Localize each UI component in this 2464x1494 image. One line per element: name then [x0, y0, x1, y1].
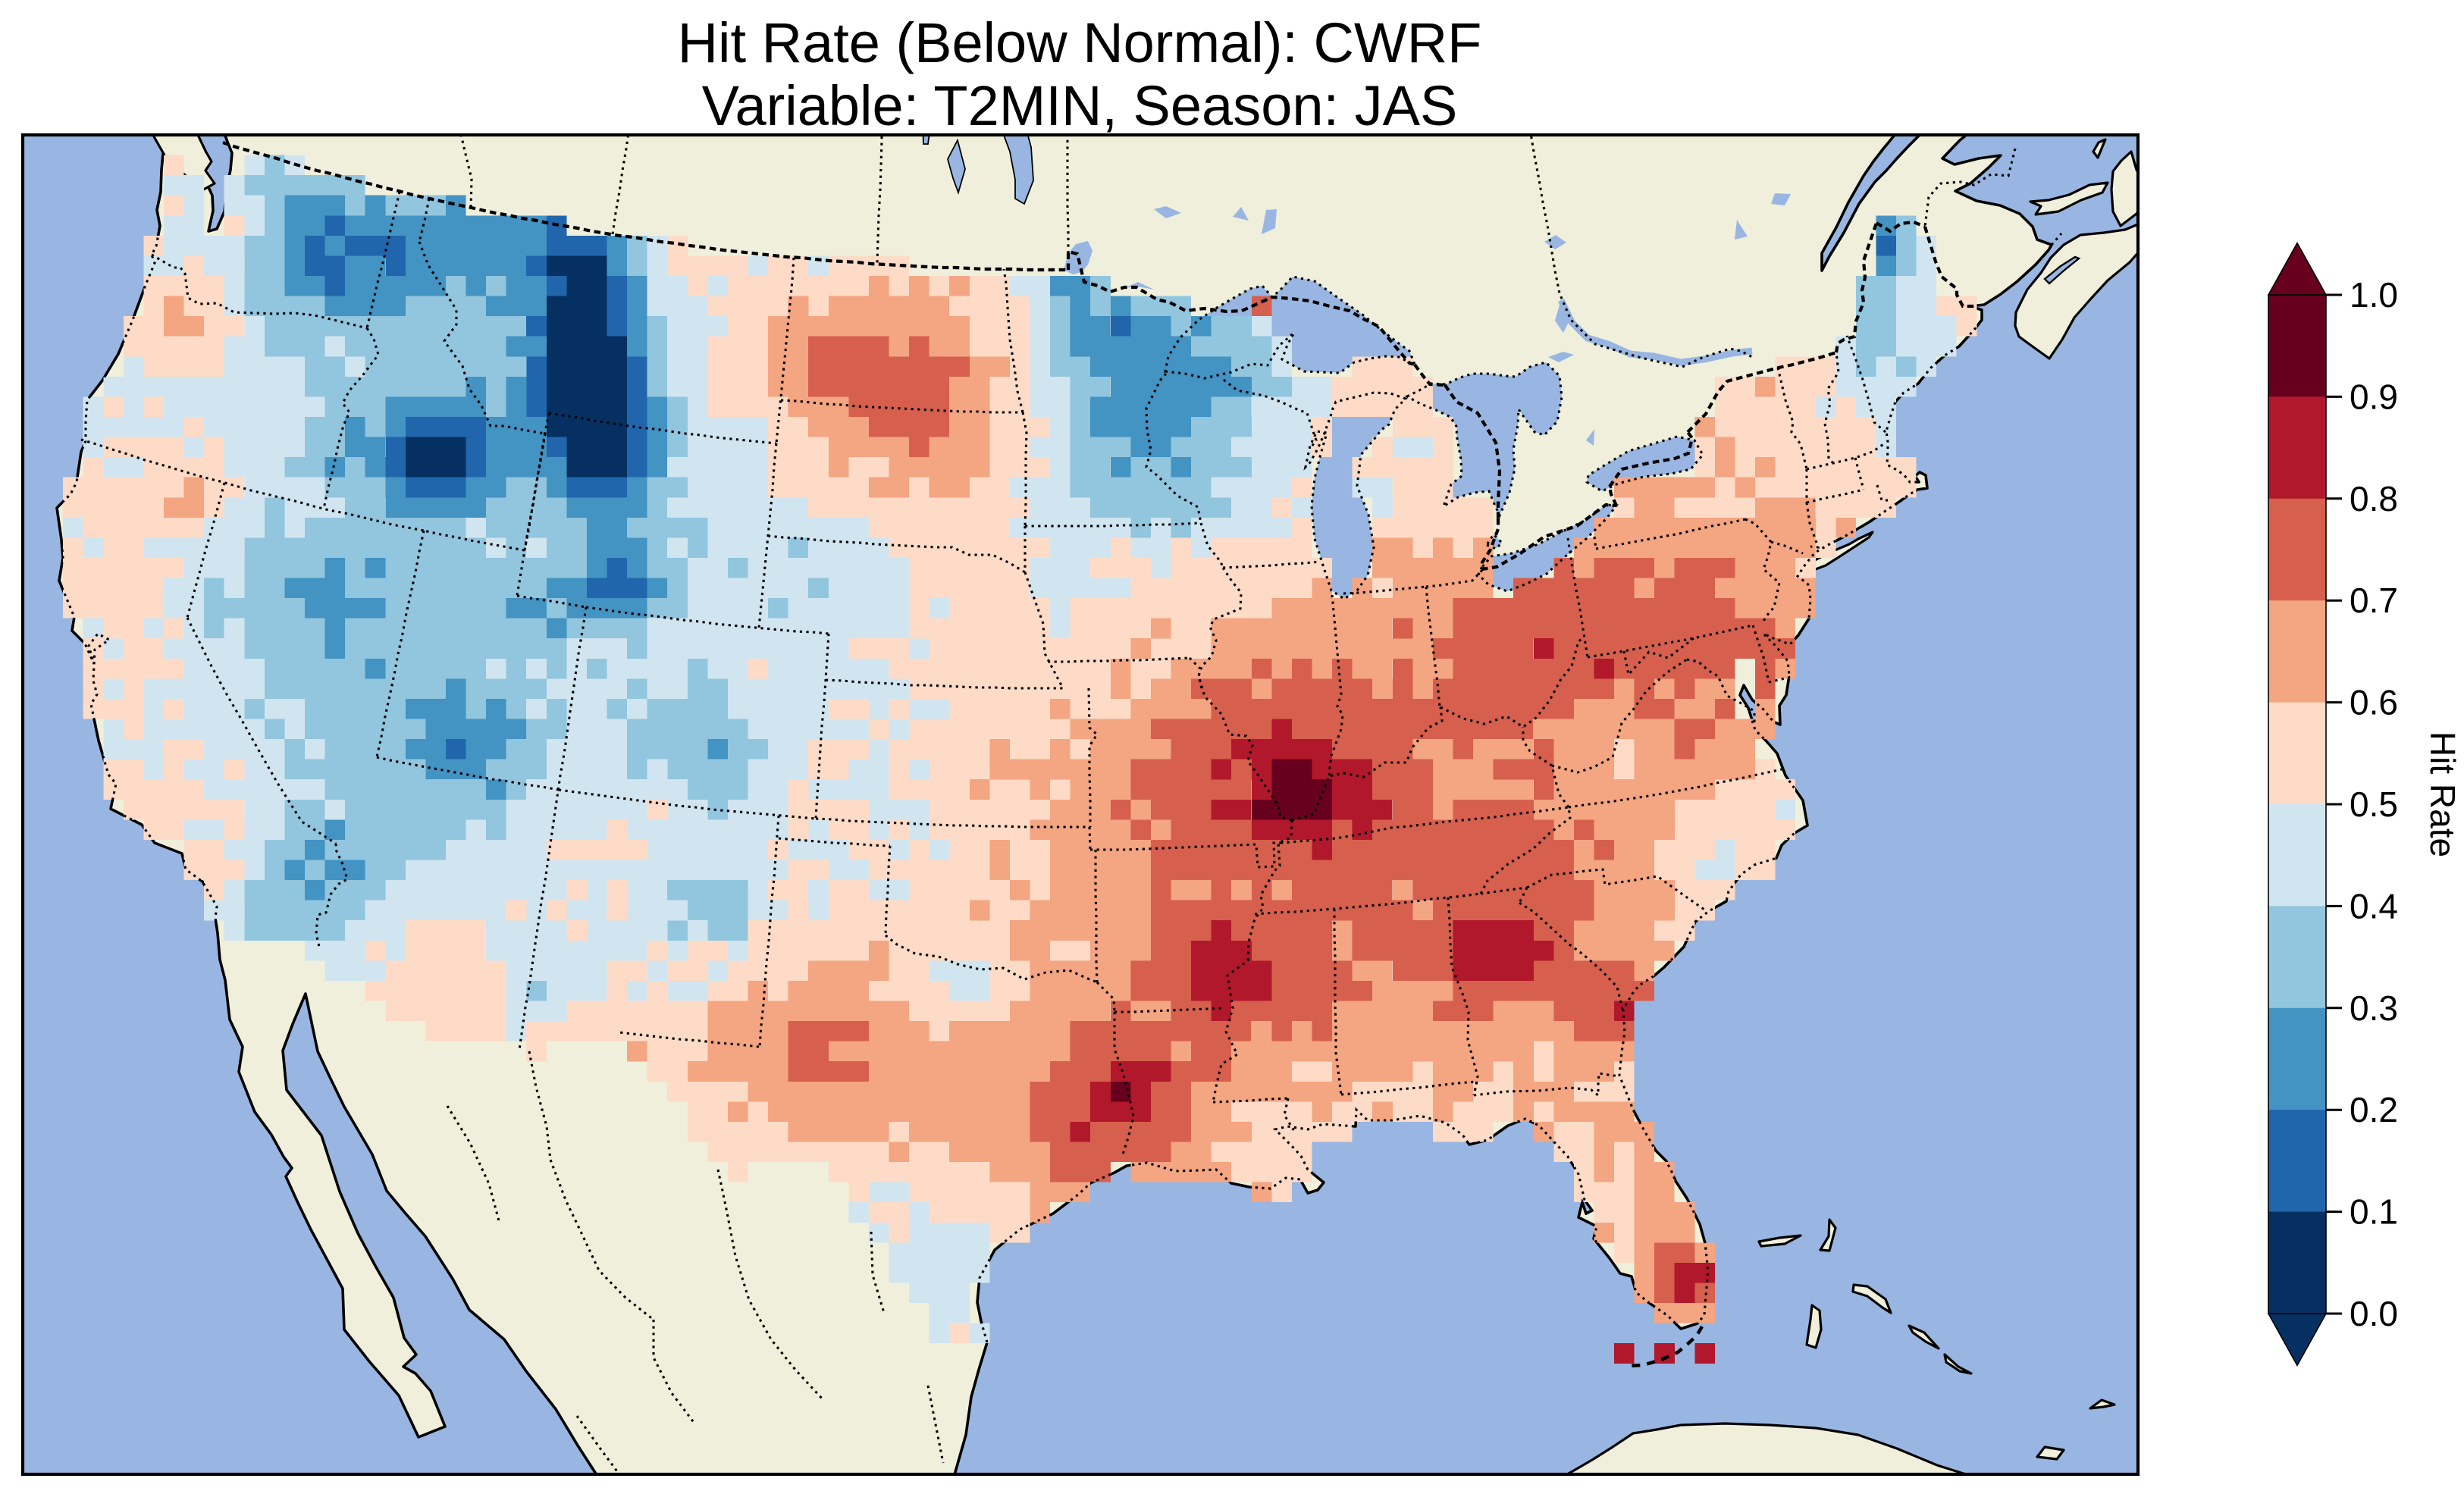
svg-text:Hit Rate (Below Normal): CWRF: Hit Rate (Below Normal): CWRF: [678, 11, 1482, 74]
svg-text:0.3: 0.3: [2350, 988, 2398, 1028]
svg-text:0.1: 0.1: [2350, 1192, 2398, 1232]
svg-text:0.0: 0.0: [2350, 1294, 2398, 1333]
svg-text:0.4: 0.4: [2350, 886, 2398, 926]
svg-text:Variable: T2MIN, Season: JAS: Variable: T2MIN, Season: JAS: [702, 74, 1458, 137]
svg-text:0.9: 0.9: [2350, 377, 2398, 416]
svg-text:0.6: 0.6: [2350, 683, 2398, 722]
svg-text:0.5: 0.5: [2350, 785, 2398, 824]
svg-text:Hit Rate: Hit Rate: [2423, 731, 2462, 857]
svg-text:0.7: 0.7: [2350, 581, 2398, 620]
svg-text:0.8: 0.8: [2350, 479, 2398, 518]
svg-text:0.2: 0.2: [2350, 1090, 2398, 1129]
svg-text:1.0: 1.0: [2350, 275, 2398, 315]
